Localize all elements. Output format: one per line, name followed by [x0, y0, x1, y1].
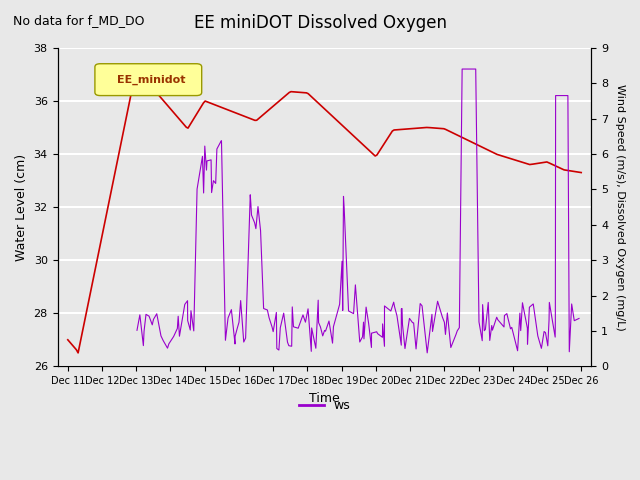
Y-axis label: Wind Speed (m/s), Dissolved Oxygen (mg/L): Wind Speed (m/s), Dissolved Oxygen (mg/L… [615, 84, 625, 330]
X-axis label: Time: Time [309, 392, 340, 405]
Text: EE_minidot: EE_minidot [116, 74, 185, 85]
Text: No data for f_MD_DO: No data for f_MD_DO [13, 14, 144, 27]
Legend: ws: ws [294, 395, 355, 418]
Y-axis label: Water Level (cm): Water Level (cm) [15, 154, 28, 261]
FancyBboxPatch shape [95, 64, 202, 96]
Text: EE miniDOT Dissolved Oxygen: EE miniDOT Dissolved Oxygen [193, 14, 447, 33]
